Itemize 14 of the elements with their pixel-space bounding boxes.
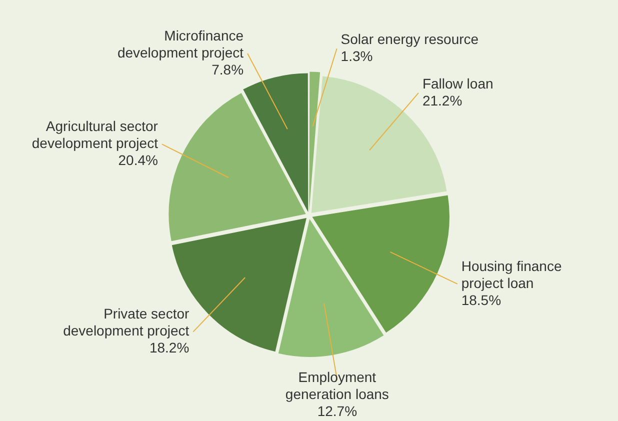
slice-label: Private sector development project (63, 306, 190, 339)
data-label: 12.7% (317, 402, 358, 419)
slice-label: Microfinance development project (117, 27, 244, 60)
data-label: 18.5% (461, 292, 502, 308)
slice-label: Solar energy resource (340, 31, 479, 47)
data-label: 7.8% (212, 61, 244, 78)
data-label: 1.3% (340, 48, 373, 64)
slice-label: Agricultural sector development project (32, 118, 158, 152)
data-label: 18.2% (149, 340, 190, 356)
slice-label: Employment generation loans (285, 368, 389, 402)
data-label: 21.2% (422, 92, 462, 108)
slice-label: Housing finance project loan (461, 258, 562, 291)
slice-label: Fallow loan (422, 75, 494, 92)
data-label: 20.4% (118, 152, 158, 168)
